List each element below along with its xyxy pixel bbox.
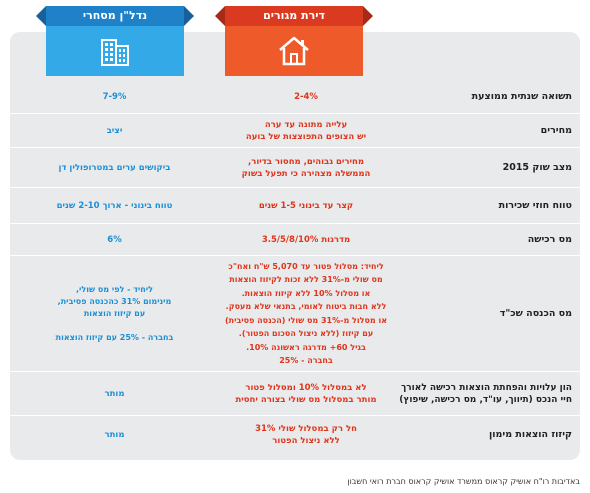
commercial-value: טווח בינוני - ארוך 2-10 שנים xyxy=(56,200,173,211)
residential-value: מדרגות 3.5/5/8/10% xyxy=(261,234,351,245)
table-row: מס רכישה מדרגות 3.5/5/8/10% 6% xyxy=(10,224,580,256)
commercial-value: 6% xyxy=(107,234,122,245)
comparison-panel xyxy=(10,32,580,460)
residential-value: לא במסלול 10% ומסלול פטור מותר במסלול מס… xyxy=(235,382,377,405)
table-row: מס הכנסה שכ"ד ליחיד: מסלול פטור עד 5,070… xyxy=(10,256,580,372)
table-row: הון עלויות והפחתת הוצאות רכישה לאורך חיי… xyxy=(10,372,580,416)
residential-value: מחירים גבוהים, מחסור בדיור, הממשלה מצהיר… xyxy=(241,156,371,179)
table-row: מצב שוק 2015 מחירים גבוהים, מחסור בדיור,… xyxy=(10,148,580,188)
house-icon xyxy=(279,36,309,66)
commercial-value: מותר xyxy=(104,430,125,440)
residential-value: ליחיד: מסלול פטור עד 5,070 ש"ח ואח"כ מס … xyxy=(224,261,388,366)
commercial-title: נדל"ן מסחרי xyxy=(46,6,184,26)
ribbon-fold xyxy=(36,6,46,26)
residential-value: 2-4% xyxy=(294,91,318,102)
commercial-value: ליחיד - לפי מס שולי, מינימום 31% כהכנסה … xyxy=(55,284,174,342)
commercial-value: יציב xyxy=(106,125,123,136)
table-row: טווח חוזי שכירות קצר עד בינוני 1-5 שנים … xyxy=(10,188,580,224)
table-row: תשואה שנתית ממוצעת 2-4% 7-9% xyxy=(10,80,580,114)
row-label: תשואה שנתית ממוצעת xyxy=(471,90,572,102)
table-row: קיזוז הוצאות מימון חל רק במסלול שולי 31%… xyxy=(10,416,580,454)
ribbon-fold xyxy=(363,6,373,26)
residential-column-header: דירת מגורים xyxy=(225,6,363,76)
residential-value: עלייה מתונה עד ערה יש הצופים התפוצצות של… xyxy=(245,119,367,142)
commercial-icon-box xyxy=(46,26,184,76)
row-label: מס רכישה xyxy=(527,233,572,245)
commercial-value: 7-9% xyxy=(102,91,127,102)
row-label: מס הכנסה שכ"ד xyxy=(499,307,572,319)
commercial-column-header: נדל"ן מסחרי xyxy=(46,6,184,76)
row-label: קיזוז הוצאות מימון xyxy=(489,429,572,440)
commercial-value: מותר xyxy=(104,388,125,399)
table-row: מחירים עלייה מתונה עד ערה יש הצופים התפו… xyxy=(10,114,580,148)
residential-icon-box xyxy=(225,26,363,76)
ribbon-fold xyxy=(184,6,194,26)
row-label: טווח חוזי שכירות xyxy=(498,199,572,211)
residential-value: חל רק במסלול שולי 31% ללא ניצול הפטור xyxy=(255,424,357,446)
residential-title: דירת מגורים xyxy=(225,6,363,26)
row-label: מחירים xyxy=(540,124,572,136)
residential-value: קצר עד בינוני 1-5 שנים xyxy=(258,200,354,211)
source-credit: באדיבות רו"ח אושיק קראוס ממשרד אושיק קרא… xyxy=(347,477,580,486)
office-building-icon xyxy=(101,39,129,66)
row-label: הון עלויות והפחתת הוצאות רכישה לאורך חיי… xyxy=(399,382,572,405)
commercial-value: ביקושים ערים במטרופולין דן xyxy=(58,162,171,173)
ribbon-fold xyxy=(215,6,225,26)
row-label: מצב שוק 2015 xyxy=(502,161,572,173)
